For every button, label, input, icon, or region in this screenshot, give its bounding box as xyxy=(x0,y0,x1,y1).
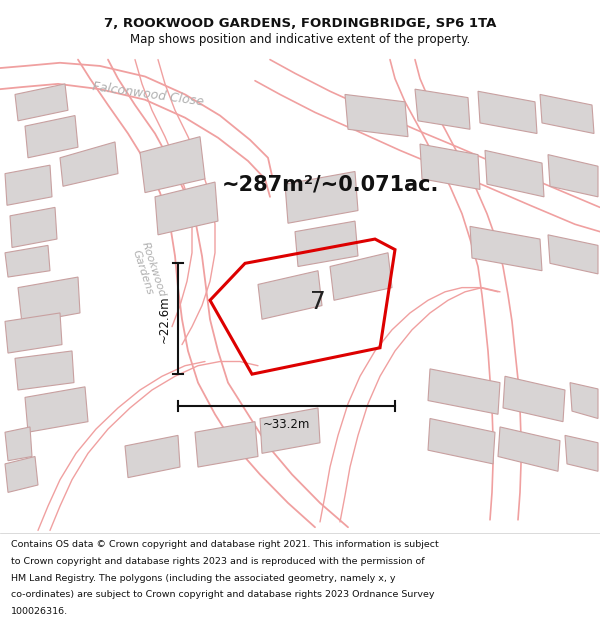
Polygon shape xyxy=(15,84,68,121)
Polygon shape xyxy=(125,436,180,478)
Polygon shape xyxy=(330,253,392,300)
Polygon shape xyxy=(470,226,542,271)
Polygon shape xyxy=(5,427,32,461)
Text: ~33.2m: ~33.2m xyxy=(263,418,310,431)
Polygon shape xyxy=(485,151,544,197)
Text: 100026316.: 100026316. xyxy=(11,608,68,616)
Polygon shape xyxy=(18,277,80,324)
Polygon shape xyxy=(570,382,598,419)
Polygon shape xyxy=(548,154,598,197)
Polygon shape xyxy=(565,436,598,471)
Polygon shape xyxy=(295,221,358,266)
Polygon shape xyxy=(503,376,565,422)
Polygon shape xyxy=(415,89,470,129)
Polygon shape xyxy=(258,271,322,319)
Text: co-ordinates) are subject to Crown copyright and database rights 2023 Ordnance S: co-ordinates) are subject to Crown copyr… xyxy=(11,591,434,599)
Polygon shape xyxy=(25,387,88,432)
Text: Contains OS data © Crown copyright and database right 2021. This information is : Contains OS data © Crown copyright and d… xyxy=(11,540,439,549)
Polygon shape xyxy=(140,137,205,192)
Text: Rookwood
Gardens: Rookwood Gardens xyxy=(129,240,167,301)
Polygon shape xyxy=(498,427,560,471)
Text: ~287m²/~0.071ac.: ~287m²/~0.071ac. xyxy=(221,174,439,194)
Polygon shape xyxy=(155,182,218,235)
Text: HM Land Registry. The polygons (including the associated geometry, namely x, y: HM Land Registry. The polygons (includin… xyxy=(11,574,395,582)
Polygon shape xyxy=(5,165,52,205)
Polygon shape xyxy=(5,313,62,353)
Polygon shape xyxy=(345,94,408,137)
Polygon shape xyxy=(195,422,258,467)
Text: Map shows position and indicative extent of the property.: Map shows position and indicative extent… xyxy=(130,33,470,46)
Polygon shape xyxy=(260,408,320,453)
Polygon shape xyxy=(285,171,358,223)
Polygon shape xyxy=(420,144,480,189)
Polygon shape xyxy=(540,94,594,134)
Text: 7, ROOKWOOD GARDENS, FORDINGBRIDGE, SP6 1TA: 7, ROOKWOOD GARDENS, FORDINGBRIDGE, SP6 … xyxy=(104,18,496,30)
Polygon shape xyxy=(10,208,57,248)
Text: ~22.6m: ~22.6m xyxy=(157,295,170,343)
Text: to Crown copyright and database rights 2023 and is reproduced with the permissio: to Crown copyright and database rights 2… xyxy=(11,557,424,566)
Text: 7: 7 xyxy=(310,291,326,314)
Polygon shape xyxy=(478,91,537,134)
Polygon shape xyxy=(5,456,38,493)
Polygon shape xyxy=(60,142,118,186)
Polygon shape xyxy=(428,369,500,414)
Polygon shape xyxy=(5,246,50,277)
Polygon shape xyxy=(15,351,74,390)
Polygon shape xyxy=(548,235,598,274)
Polygon shape xyxy=(25,116,78,158)
Text: Falconwood Close: Falconwood Close xyxy=(92,80,205,109)
Polygon shape xyxy=(428,419,495,464)
